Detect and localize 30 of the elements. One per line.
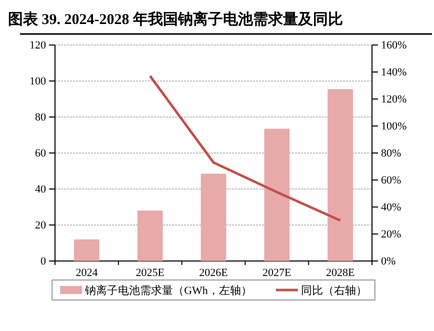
y2-tick-label: 120% [381, 94, 407, 106]
y2-tick-label: 60% [381, 174, 402, 187]
y-tick-label: 0 [40, 256, 46, 268]
y-tick-label: 60 [35, 148, 46, 160]
y-tick-label: 20 [35, 220, 46, 232]
x-tick-label: 2026E [199, 267, 228, 280]
chart-title: 图表 39. 2024-2028 年我国钠离子电池需求量及同比 [8, 10, 343, 28]
bar [74, 239, 100, 261]
legend-label: 钠离子电池需求量（GWh，左轴） [84, 284, 252, 297]
y-tick-label: 120 [30, 40, 46, 52]
y2-tick-label: 100% [381, 120, 407, 133]
y2-tick-label: 40% [381, 202, 402, 214]
y2-tick-label: 140% [381, 66, 407, 79]
y2-tick-label: 80% [381, 148, 402, 160]
x-tick-label: 2028E [326, 267, 355, 280]
line-series [148, 74, 342, 222]
bar [200, 174, 226, 261]
bar [328, 89, 353, 261]
y2-tick-label: 160% [381, 40, 407, 52]
legend-label: 同比（右轴） [300, 284, 367, 297]
y-tick-label: 100 [30, 76, 46, 88]
x-tick-label: 2024 [76, 267, 98, 280]
x-tick-label: 2027E [262, 267, 292, 280]
y2-tick-label: 20% [381, 228, 402, 241]
y2-tick-label: 0% [381, 256, 396, 268]
bar [264, 128, 290, 261]
y-tick-label: 80 [35, 112, 46, 124]
x-tick-label: 2025E [136, 267, 165, 280]
bar [137, 210, 163, 261]
y-tick-label: 40 [35, 184, 46, 196]
